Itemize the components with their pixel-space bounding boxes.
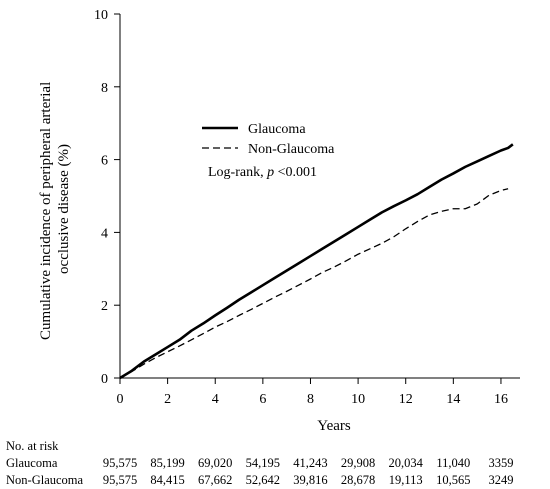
risk-row-label-non-glaucoma: Non-Glaucoma (6, 473, 84, 487)
logrank-value: <0.001 (274, 165, 317, 180)
x-axis-title: Years (317, 418, 351, 434)
risk-value-glaucoma-2: 85,199 (150, 456, 184, 470)
risk-value-non-glaucoma-6: 52,642 (246, 473, 280, 487)
legend: Glaucoma Non-Glaucoma Log-rank, p <0.001 (202, 122, 335, 180)
logrank-annotation: Log-rank, p <0.001 (208, 165, 317, 180)
x-ticks: 0 2 4 6 8 10 12 14 16 (117, 378, 508, 407)
risk-value-non-glaucoma-14: 10,565 (436, 473, 470, 487)
y-tick-label-6: 6 (101, 154, 108, 169)
risk-value-non-glaucoma-12: 19,113 (389, 473, 423, 487)
logrank-p: p (266, 165, 274, 180)
risk-value-non-glaucoma-0: 95,575 (103, 473, 137, 487)
y-tick-label-10: 10 (94, 8, 108, 23)
risk-value-glaucoma-12: 20,034 (389, 456, 424, 470)
risk-table: No. at risk Glaucoma Non-Glaucoma 95,575… (6, 439, 513, 487)
y-axis-title-line-2: occlusive disease (%) (56, 144, 72, 274)
x-tick-label-10: 10 (351, 392, 365, 407)
risk-value-non-glaucoma-10: 28,678 (341, 473, 375, 487)
x-tick-label-4: 4 (212, 392, 219, 407)
axes: 0 2 4 6 8 10 0 2 4 6 8 10 12 14 16 (94, 8, 520, 407)
y-tick-label-2: 2 (101, 299, 108, 314)
x-tick-label-12: 12 (399, 392, 413, 407)
y-tick-label-8: 8 (101, 81, 108, 96)
legend-label-non-glaucoma: Non-Glaucoma (248, 142, 335, 157)
risk-value-non-glaucoma-4: 67,662 (198, 473, 232, 487)
y-tick-label-4: 4 (101, 226, 108, 241)
x-tick-label-14: 14 (446, 392, 460, 407)
y-axis-title: Cumulative incidence of peripheral arter… (38, 78, 72, 340)
x-tick-label-6: 6 (259, 392, 266, 407)
risk-value-non-glaucoma-8: 39,816 (293, 473, 327, 487)
risk-value-glaucoma-16: 3359 (488, 456, 513, 470)
series-layer (119, 143, 514, 380)
y-tick-label-0: 0 (101, 372, 108, 387)
risk-value-glaucoma-6: 54,195 (246, 456, 280, 470)
x-tick-label-16: 16 (494, 392, 508, 407)
risk-values: 95,575 85,199 69,020 54,195 41,243 29,908 20,0… (103, 456, 514, 487)
risk-table-header: No. at risk (6, 439, 59, 453)
logrank-prefix: Log-rank, (208, 165, 267, 180)
legend-label-glaucoma: Glaucoma (248, 122, 306, 137)
series-line-glaucoma (119, 143, 514, 380)
risk-value-glaucoma-10: 29,908 (341, 456, 375, 470)
y-ticks: 0 2 4 6 8 10 (94, 8, 120, 387)
x-tick-label-2: 2 (164, 392, 171, 407)
x-tick-label-0: 0 (117, 392, 124, 407)
risk-value-glaucoma-14: 11,040 (436, 456, 470, 470)
risk-value-glaucoma-4: 69,020 (198, 456, 232, 470)
series-line-non-glaucoma (119, 188, 509, 379)
y-axis-title-line-1: Cumulative incidence of peripheral arter… (38, 82, 54, 340)
risk-value-non-glaucoma-16: 3249 (488, 473, 513, 487)
risk-row-label-glaucoma: Glaucoma (6, 456, 58, 470)
risk-value-non-glaucoma-2: 84,415 (150, 473, 184, 487)
risk-value-glaucoma-0: 95,575 (103, 456, 137, 470)
x-tick-label-8: 8 (307, 392, 314, 407)
risk-value-glaucoma-8: 41,243 (293, 456, 327, 470)
